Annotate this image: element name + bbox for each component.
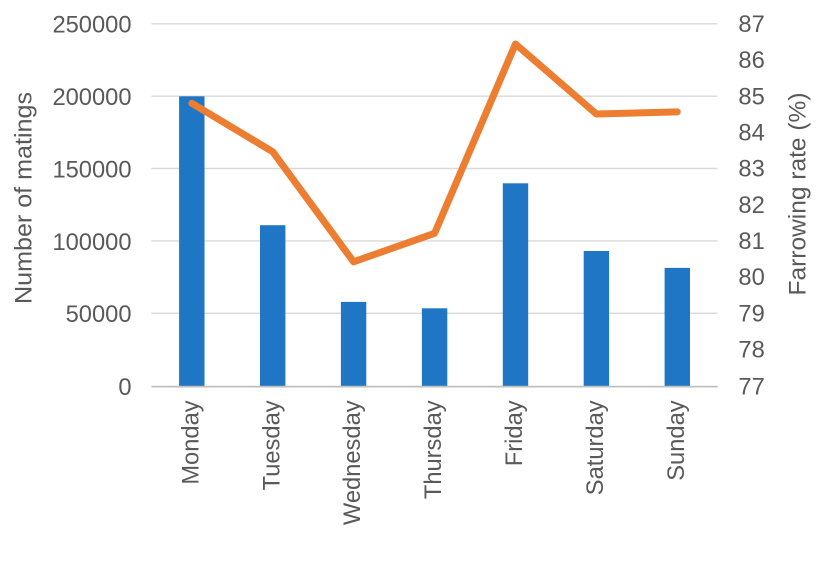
svg-text:85: 85 <box>738 84 764 110</box>
svg-text:Tuesday: Tuesday <box>259 400 285 490</box>
svg-text:83: 83 <box>738 157 764 183</box>
svg-text:79: 79 <box>738 301 764 327</box>
svg-text:78: 78 <box>738 338 764 364</box>
svg-text:Saturday: Saturday <box>583 400 609 495</box>
svg-text:80: 80 <box>738 265 764 291</box>
svg-text:86: 86 <box>738 48 764 74</box>
svg-text:82: 82 <box>738 193 764 219</box>
svg-text:87: 87 <box>738 12 764 38</box>
svg-text:0: 0 <box>118 375 131 401</box>
svg-text:Sunday: Sunday <box>664 400 690 480</box>
svg-text:Thursday: Thursday <box>421 400 447 499</box>
svg-text:150000: 150000 <box>52 157 131 183</box>
svg-text:250000: 250000 <box>52 13 131 39</box>
svg-text:77: 77 <box>738 374 764 400</box>
svg-text:100000: 100000 <box>52 230 131 256</box>
svg-text:50000: 50000 <box>66 302 132 328</box>
svg-text:Wednesday: Wednesday <box>340 400 366 525</box>
svg-text:Number of matings: Number of matings <box>11 92 38 304</box>
svg-text:Monday: Monday <box>178 400 204 484</box>
svg-text:81: 81 <box>738 229 764 255</box>
svg-text:200000: 200000 <box>52 85 131 111</box>
svg-text:84: 84 <box>738 121 764 147</box>
svg-text:Friday: Friday <box>502 400 528 466</box>
svg-text:Farrowing rate (%): Farrowing rate (%) <box>785 93 812 296</box>
